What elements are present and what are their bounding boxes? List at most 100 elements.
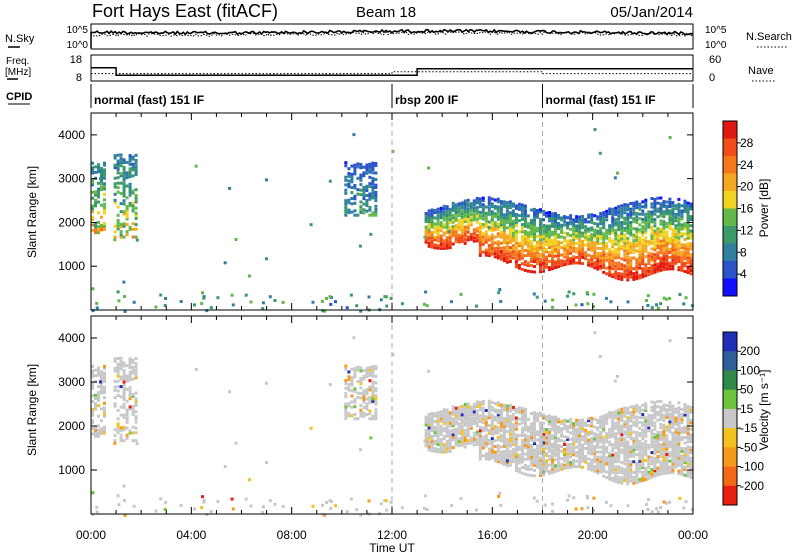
- power-echo-cell: [122, 199, 126, 203]
- velocity-echo-cell: [617, 411, 621, 415]
- power-echo-cell: [454, 237, 458, 241]
- power-echo-cell: [451, 227, 455, 231]
- velocity-echo-cell: [481, 429, 485, 433]
- velocity-echo-cell: [566, 459, 570, 462]
- x-tick-label: 08:00: [277, 528, 307, 542]
- power-echo-cell: [442, 225, 446, 229]
- power-echo-cell: [533, 257, 536, 261]
- power-echo-cell: [344, 161, 348, 165]
- velocity-echo-cell: [490, 432, 494, 436]
- velocity-echo-cell: [539, 456, 542, 460]
- power-echo-cell: [496, 200, 500, 204]
- power-echo-cell: [647, 213, 651, 217]
- velocity-echo-cell: [499, 411, 503, 415]
- velocity-echo-cell: [526, 465, 530, 469]
- velocity-echo-cell: [533, 442, 536, 446]
- power-echo-cell: [445, 231, 449, 234]
- power-echo-cell: [635, 229, 639, 233]
- power-echo-cell: [122, 174, 126, 178]
- power-echo-cell: [668, 216, 672, 220]
- power-echo-cell: [572, 221, 576, 224]
- power-echo-cell: [533, 213, 536, 217]
- velocity-echo-cell: [499, 439, 503, 443]
- velocity-echo-cell: [502, 416, 506, 420]
- power-echo-cell: [611, 242, 615, 246]
- power-echo-cell: [91, 207, 94, 211]
- power-echo-cell: [659, 263, 663, 267]
- velocity-echo-cell: [662, 413, 666, 417]
- power-echo-cell: [478, 225, 482, 229]
- velocity-echo-cell: [344, 386, 348, 390]
- velocity-echo-cell: [626, 409, 630, 413]
- velocity-echo-cell: [427, 419, 431, 423]
- power-echo-cell: [656, 251, 660, 255]
- power-echo-cell: [508, 233, 512, 237]
- velocity-echo-cell: [572, 422, 576, 425]
- velocity-echo-cell: [454, 416, 458, 420]
- velocity-echo-cell: [635, 424, 639, 428]
- velocity-echo-cell: [629, 435, 633, 439]
- velocity-echo-cell: [653, 427, 657, 431]
- velocity-echo-cell: [653, 456, 657, 460]
- velocity-echo-cell: [674, 462, 678, 466]
- velocity-echo-cell: [665, 428, 669, 432]
- velocity-echo-cell: [119, 395, 123, 399]
- power-echo-cell: [134, 165, 138, 169]
- power-echo-cell: [680, 232, 684, 236]
- velocity-echo-cell: [668, 428, 672, 432]
- power-echo-cell: [499, 246, 503, 250]
- power-echo-cell: [505, 234, 509, 238]
- power-echo-cell: [374, 196, 378, 200]
- velocity-echo-cell: [344, 417, 348, 421]
- power-echo-cell: [599, 215, 603, 219]
- velocity-echo-cell: [662, 437, 666, 441]
- power-echo-cell: [368, 185, 372, 188]
- power-echo-cell: [563, 239, 567, 243]
- power-echo-cell: [481, 217, 485, 221]
- power-echo-cell: [487, 220, 491, 224]
- velocity-echo-cell: [448, 444, 452, 448]
- velocity-echo-cell: [617, 440, 621, 443]
- velocity-echo-cell: [587, 433, 591, 437]
- power-echo-cell: [581, 226, 585, 230]
- velocity-echo-cell: [557, 437, 560, 441]
- velocity-echo-cell: [520, 409, 524, 413]
- power-echo-cell: [487, 203, 491, 207]
- velocity-echo-cell: [629, 476, 633, 480]
- power-echo-cell: [539, 242, 542, 246]
- power-echo-cell: [460, 225, 464, 229]
- velocity-echo-cell: [626, 421, 630, 425]
- x-tick-label: 16:00: [477, 528, 507, 542]
- power-echo-cell: [572, 292, 576, 296]
- power-echo-cell: [530, 249, 533, 253]
- power-echo-cell: [554, 237, 557, 241]
- velocity-echo-cell: [674, 444, 678, 448]
- power-echo-cell: [578, 254, 582, 257]
- power-echo-cell: [587, 237, 591, 241]
- velocity-echo-cell: [91, 413, 94, 417]
- power-echo-cell: [674, 207, 678, 211]
- velocity-echo-cell: [517, 411, 521, 415]
- y-tick-label: 4000: [58, 331, 85, 345]
- velocity-echo-cell: [581, 456, 585, 460]
- velocity-echo-cell: [508, 414, 512, 418]
- velocity-echo-cell: [680, 415, 684, 419]
- power-echo-cell: [128, 162, 132, 166]
- power-echo-cell: [604, 296, 608, 300]
- velocity-echo-cell: [653, 416, 657, 420]
- power-echo-cell: [647, 225, 651, 229]
- power-echo-cell: [581, 245, 585, 249]
- velocity-echo-cell: [520, 406, 524, 410]
- power-echo-cell: [496, 207, 500, 211]
- velocity-echo-cell: [490, 442, 494, 446]
- power-echo-cell: [647, 251, 651, 255]
- velocity-echo-cell: [683, 405, 687, 409]
- power-echo-cell: [671, 256, 675, 260]
- velocity-echo-cell: [523, 412, 527, 416]
- velocity-echo-cell: [684, 500, 688, 504]
- velocity-echo-cell: [686, 462, 690, 466]
- velocity-echo-cell: [523, 467, 527, 471]
- power-echo-cell: [686, 247, 690, 251]
- power-echo-cell: [487, 226, 491, 230]
- power-echo-cell: [653, 205, 657, 209]
